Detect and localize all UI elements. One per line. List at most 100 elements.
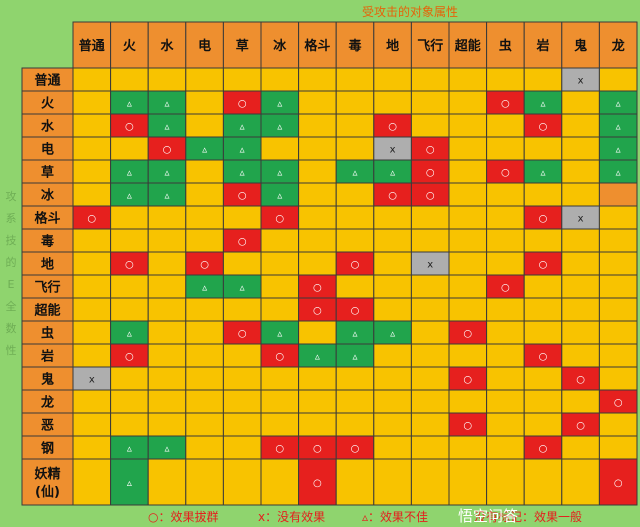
- effect-cell: [110, 205, 149, 230]
- effect-symbol: ▵: [315, 352, 320, 363]
- effect-cell: [147, 412, 187, 437]
- effect-cell: [373, 343, 412, 368]
- effect-cell: [410, 320, 450, 345]
- side-label-char: 攻: [6, 189, 17, 203]
- effect-symbol: ○: [313, 478, 322, 489]
- effect-cell: [561, 228, 600, 253]
- effect-symbol: ○: [163, 145, 172, 156]
- effect-symbol: ▵: [616, 122, 621, 133]
- effect-symbol: ○: [87, 214, 96, 225]
- effect-cell: [561, 136, 600, 161]
- effect-symbol: ▵: [540, 168, 545, 179]
- effect-cell: [185, 159, 224, 184]
- effect-cell: [72, 412, 112, 437]
- row-header-label: 妖精: [34, 466, 60, 482]
- effect-symbol: ○: [125, 122, 134, 133]
- effect-cell: [298, 113, 337, 138]
- effect-cell: [373, 205, 412, 230]
- effect-cell: [335, 274, 375, 299]
- effect-cell: [298, 159, 337, 184]
- effect-symbol: ○: [463, 329, 472, 340]
- effect-cell: [410, 435, 450, 460]
- effect-cell: [72, 389, 112, 414]
- effect-cell: [222, 366, 262, 391]
- effect-cell: [298, 366, 337, 391]
- effect-cell: [410, 274, 450, 299]
- effect-cell: [598, 297, 638, 322]
- effect-cell: [373, 412, 412, 437]
- column-header-cell: [598, 21, 638, 69]
- effect-symbol: x: [578, 76, 584, 87]
- effect-symbol: ○: [501, 168, 510, 179]
- effect-cell: [72, 343, 112, 368]
- effect-symbol: ▵: [127, 444, 132, 455]
- effect-symbol: ▵: [240, 122, 245, 133]
- effect-cell: [410, 67, 450, 92]
- effect-cell: [185, 412, 224, 437]
- effect-symbol: ▵: [390, 329, 395, 340]
- column-header-label: 火: [123, 39, 137, 54]
- effect-symbol: ▵: [164, 191, 169, 202]
- effect-cell: [335, 205, 375, 230]
- effect-cell: [448, 343, 488, 368]
- effect-symbol: ○: [576, 375, 585, 386]
- effect-cell: [486, 297, 525, 322]
- effect-symbol: ▵: [277, 99, 282, 110]
- effect-cell: [147, 205, 187, 230]
- effect-symbol: ▵: [277, 191, 282, 202]
- effect-cell: [110, 67, 149, 92]
- effect-symbol: ▵: [202, 283, 207, 294]
- effect-cell: [260, 412, 300, 437]
- effect-cell: [72, 274, 112, 299]
- effect-cell: [147, 228, 187, 253]
- watermark: 悟空问答: [458, 507, 519, 525]
- effect-cell: [410, 458, 450, 506]
- column-header-label: 地: [386, 38, 399, 54]
- effect-cell: [486, 136, 525, 161]
- effect-cell: [598, 412, 638, 437]
- effect-cell: [561, 458, 600, 506]
- effect-cell: [523, 458, 563, 506]
- effect-cell: [410, 205, 450, 230]
- effect-cell: [72, 67, 112, 92]
- effect-cell: [185, 297, 224, 322]
- effect-cell: [523, 320, 563, 345]
- effect-cell: [523, 412, 563, 437]
- effect-cell: [110, 274, 149, 299]
- effect-cell: [185, 389, 224, 414]
- effect-symbol: ○: [501, 283, 510, 294]
- effect-cell: [185, 343, 224, 368]
- effect-symbol: ▵: [127, 191, 132, 202]
- effect-cell: [598, 274, 638, 299]
- effect-symbol: ▵: [390, 168, 395, 179]
- effect-cell: [486, 320, 525, 345]
- effect-cell: [448, 67, 488, 92]
- effect-cell: [335, 412, 375, 437]
- effect-symbol: x: [390, 145, 396, 156]
- effect-cell: [222, 67, 262, 92]
- effect-cell: [486, 67, 525, 92]
- effect-symbol: ○: [576, 421, 585, 432]
- row-header-label: 超能: [34, 303, 60, 319]
- side-label-char: 数: [6, 322, 17, 335]
- effect-cell: [298, 412, 337, 437]
- effect-cell: [373, 435, 412, 460]
- effect-symbol: ○: [275, 352, 284, 363]
- effect-cell: [486, 389, 525, 414]
- effect-cell: [448, 205, 488, 230]
- effect-cell: [410, 113, 450, 138]
- effect-symbol: ○: [539, 260, 548, 271]
- column-header-cell: [260, 21, 300, 69]
- effect-symbol: ○: [313, 283, 322, 294]
- row-header-cell: [21, 458, 74, 506]
- effect-cell: [335, 90, 375, 115]
- column-header-cell: [335, 21, 375, 69]
- effect-cell: [448, 251, 488, 276]
- effect-symbol: ○: [125, 260, 134, 271]
- effect-cell: [486, 412, 525, 437]
- effect-cell: [335, 389, 375, 414]
- row-header-label: 虫: [41, 326, 54, 342]
- row-header-label: 草: [41, 165, 54, 181]
- effect-cell: [486, 458, 525, 506]
